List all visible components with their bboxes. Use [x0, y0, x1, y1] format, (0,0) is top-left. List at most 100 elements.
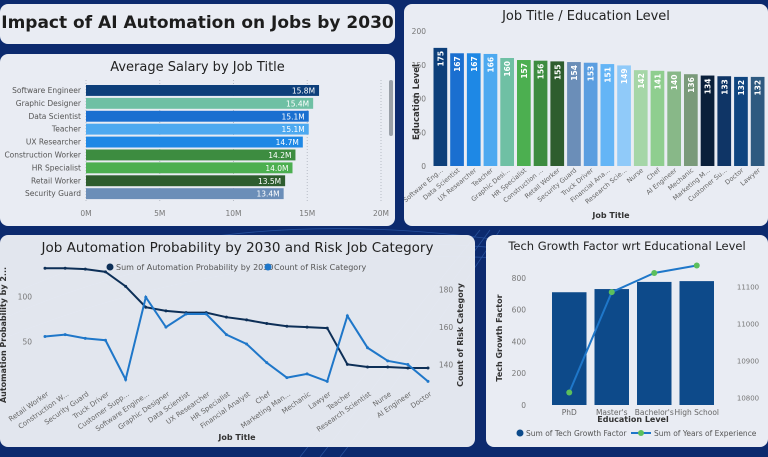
x-tick-label: Bachelor's: [635, 408, 674, 417]
data-label: 141: [653, 74, 662, 90]
data-label: 166: [486, 57, 495, 73]
y-right-tick-label: 140: [439, 361, 454, 370]
page-title: Impact of AI Automation on Jobs by 2030: [1, 13, 394, 33]
data-label: 132: [754, 80, 763, 96]
y-left-tick-label: 800: [512, 274, 527, 283]
automation-point: [63, 266, 67, 270]
bar: [450, 53, 464, 166]
data-label: 14.2M: [268, 151, 291, 160]
risk-point: [164, 325, 168, 329]
bar: [433, 47, 448, 166]
x-tick-label: 20M: [373, 209, 389, 218]
bar: [552, 292, 587, 405]
experience-point: [566, 389, 573, 396]
automation-point: [144, 305, 148, 309]
automation-point: [103, 270, 107, 274]
y-tick-label: 0: [421, 162, 426, 171]
y-left-axis-title: Automation Probability by 2...: [0, 267, 8, 403]
techgrowth-chart-title: Tech Growth Factor wrt Educational Level: [508, 239, 746, 253]
risk-point: [224, 333, 228, 337]
data-label: 142: [637, 73, 646, 89]
bar: [734, 76, 748, 166]
data-label: 134: [704, 79, 713, 95]
experience-point: [651, 269, 658, 276]
data-label: 155: [553, 64, 562, 80]
category-label: UX Researcher: [26, 138, 82, 147]
bar: [583, 62, 598, 166]
y-right-tick-label: 11000: [737, 321, 759, 329]
x-tick-label: High School: [674, 408, 719, 417]
automation-point: [285, 324, 289, 328]
legend-label-experience: Sum of Years of Experience: [654, 429, 757, 438]
legend-marker-automation: [106, 263, 114, 271]
bar: [86, 97, 314, 109]
bar: [500, 58, 514, 166]
automation-chart-title: Job Automation Probability by 2030 and R…: [41, 240, 434, 256]
y-left-tick-label: 0: [521, 401, 526, 410]
risk-point: [184, 312, 188, 316]
salary-chart: 0M 5M 10M 15M 20M Software Engineer 15.8M Graph…: [4, 80, 389, 218]
automation-point: [325, 326, 329, 330]
automation-point: [83, 267, 87, 271]
category-label: Teacher: [51, 125, 82, 134]
salary-chart-title: Average Salary by Job Title: [110, 60, 285, 75]
data-label: 15.1M: [282, 125, 305, 134]
bar: [86, 188, 284, 200]
header-panel: Impact of AI Automation on Jobs by 2030: [0, 4, 395, 44]
bar: [600, 64, 615, 166]
legend-marker-tech: [516, 429, 524, 437]
risk-point: [285, 376, 289, 380]
x-axis-title: Job Title: [217, 433, 256, 442]
risk-point: [305, 372, 309, 376]
x-tick-label: 10M: [225, 209, 241, 218]
bar: [86, 136, 303, 148]
x-tick-label: 0M: [80, 209, 91, 218]
y-left-tick-label: 400: [512, 337, 527, 346]
data-label: 136: [687, 77, 696, 93]
risk-point: [426, 379, 430, 383]
education-chart-panel: Job Title / Education Level 0 50 100 150 200…: [404, 4, 768, 226]
bar: [86, 123, 309, 135]
data-label: 14.7M: [276, 138, 299, 147]
legend-marker-experience: [638, 430, 644, 436]
experience-point: [693, 262, 700, 269]
bar: [717, 76, 732, 166]
y-right-tick-label: 10800: [737, 395, 759, 403]
category-label: Software Engineer: [12, 86, 82, 95]
x-tick-label: 15M: [299, 209, 315, 218]
bar: [86, 85, 320, 96]
bar: [617, 65, 631, 166]
data-label: 15.1M: [282, 112, 305, 121]
data-label: 13.5M: [258, 177, 281, 186]
risk-point: [83, 336, 87, 340]
y-tick-label: 200: [412, 27, 427, 36]
y-left-tick-label: 100: [18, 292, 33, 301]
experience-point: [608, 289, 615, 296]
x-tick-label: Nurse: [625, 166, 645, 184]
data-label: 15.8M: [292, 87, 315, 96]
data-label: 14.0M: [265, 164, 288, 173]
bar: [633, 70, 648, 166]
y-tick-label: 50: [416, 128, 426, 137]
bar: [650, 70, 665, 166]
risk-point: [204, 312, 208, 316]
category-label: Graphic Designer: [16, 99, 82, 108]
scrollbar[interactable]: [389, 80, 393, 136]
bar: [700, 75, 715, 166]
legend-marker-risk: [264, 263, 272, 271]
category-label: Data Scientist: [29, 112, 82, 121]
automation-point: [386, 365, 390, 369]
bar: [684, 74, 698, 166]
salary-chart-panel: Average Salary by Job Title 0M 5M 10M 15M 20…: [0, 54, 395, 226]
data-label: 13.4M: [256, 190, 279, 199]
data-label: 151: [603, 67, 612, 83]
x-axis-title: Education Level: [597, 415, 669, 424]
data-label: 175: [436, 51, 445, 67]
automation-line: [45, 267, 428, 369]
category-label: Security Guard: [25, 189, 81, 198]
bar: [483, 53, 498, 167]
y-left-axis-title: Tech Growth Factor: [495, 294, 504, 381]
y-tick-label: 150: [412, 61, 427, 70]
x-axis-title: Job Title: [591, 211, 630, 220]
